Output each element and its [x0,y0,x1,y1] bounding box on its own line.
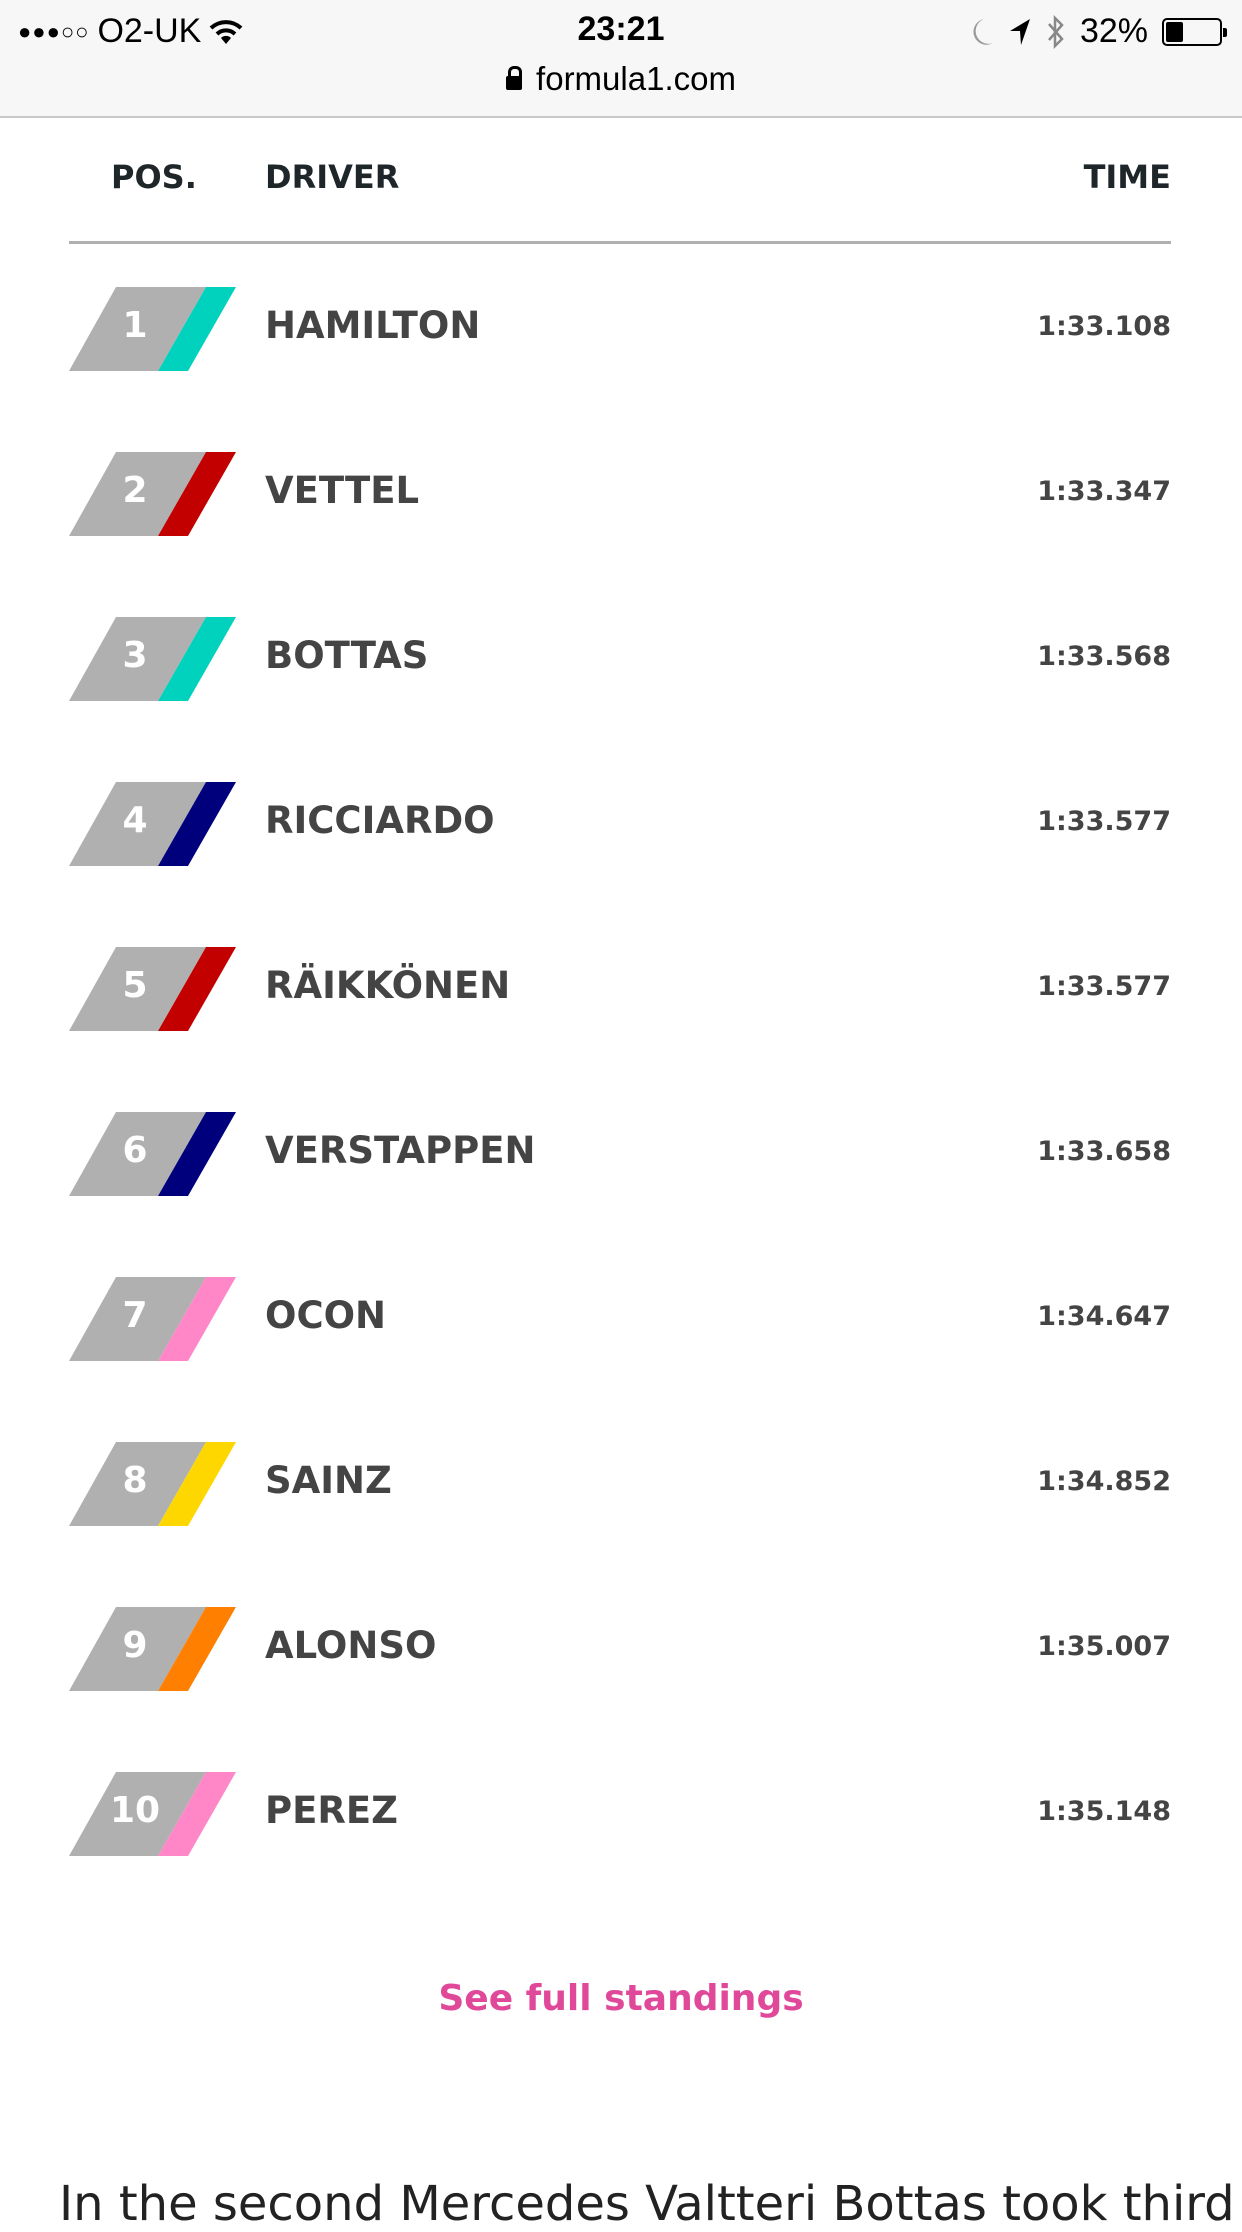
position-badge [69,1112,236,1196]
table-row[interactable]: 1 HAMILTON 1:33.108 [0,287,1242,493]
position-badge [69,1277,236,1361]
position-badge [69,287,236,371]
position-badge [69,1772,236,1856]
position-number: 4 [122,800,148,841]
position-badge [69,1607,236,1691]
address-bar[interactable]: formula1.com [0,60,1242,98]
team-color-stripe [158,782,236,866]
header-divider [69,241,1171,244]
lap-time: 1:33.658 [1037,1136,1171,1167]
team-color-stripe [158,1772,236,1856]
lap-time: 1:34.647 [1037,1301,1171,1332]
position-number: 2 [122,470,148,511]
see-full-standings-link[interactable]: See full standings [438,1978,804,2019]
signal-strength-icon: ●●●○○ [18,18,90,44]
team-color-stripe [158,1277,236,1361]
moon-icon [973,18,993,45]
team-color-stripe [158,947,236,1031]
position-number: 8 [122,1460,148,1501]
table-row[interactable]: 10 PEREZ 1:35.148 [0,1772,1242,1978]
position-number: 1 [122,305,148,346]
table-row[interactable]: 5 RÄIKKÖNEN 1:33.577 [0,947,1242,1153]
badge-background [69,1277,206,1361]
driver-name: VETTEL [265,469,420,512]
lap-time: 1:33.108 [1037,311,1171,342]
team-color-stripe [158,452,236,536]
driver-name: VERSTAPPEN [265,1129,536,1172]
position-number: 6 [122,1130,148,1171]
driver-name: OCON [265,1294,387,1337]
lap-time: 1:34.852 [1037,1466,1171,1497]
driver-name: PEREZ [265,1789,398,1832]
table-row[interactable]: 2 VETTEL 1:33.347 [0,452,1242,658]
wifi-icon [210,19,243,44]
table-row[interactable]: 8 SAINZ 1:34.852 [0,1442,1242,1648]
battery-percent: 32% [1079,12,1148,50]
position-badge [69,947,236,1031]
status-bar: ●●●○○ O2-UK 23:21 32% formula1.com [0,0,1242,118]
team-color-stripe [158,1607,236,1691]
position-badge [69,452,236,536]
driver-name: RICCIARDO [265,799,495,842]
table-row[interactable]: 3 BOTTAS 1:33.568 [0,617,1242,823]
lock-icon [506,66,523,90]
table-row[interactable]: 6 VERSTAPPEN 1:33.658 [0,1112,1242,1318]
driver-name: SAINZ [265,1459,392,1502]
team-color-stripe [158,287,236,371]
position-number: 5 [122,965,148,1006]
badge-background [69,947,206,1031]
lap-time: 1:33.347 [1037,476,1171,507]
table-row[interactable]: 4 RICCIARDO 1:33.577 [0,782,1242,988]
table-row[interactable]: 9 ALONSO 1:35.007 [0,1607,1242,1813]
driver-name: ALONSO [265,1624,437,1667]
badge-background [69,452,206,536]
badge-background [69,1442,206,1526]
badge-background [69,1772,206,1856]
lap-time: 1:33.577 [1037,971,1171,1002]
position-badge [69,617,236,701]
lap-time: 1:33.577 [1037,806,1171,837]
position-badge [69,782,236,866]
position-number: 3 [122,635,148,676]
carrier-name: O2-UK [97,12,202,50]
url-text: formula1.com [536,60,736,97]
team-color-stripe [158,1112,236,1196]
badge-background [69,1607,206,1691]
table-row[interactable]: 7 OCON 1:34.647 [0,1277,1242,1483]
badge-background [69,617,206,701]
position-number: 10 [109,1790,161,1831]
column-header-driver: DRIVER [265,158,400,196]
badge-background [69,287,206,371]
team-color-stripe [158,1442,236,1526]
bluetooth-icon [1047,14,1064,49]
driver-name: RÄIKKÖNEN [265,964,511,1007]
lap-time: 1:35.007 [1037,1631,1171,1662]
clock: 23:21 [577,10,665,48]
lap-time: 1:33.568 [1037,641,1171,672]
team-color-stripe [158,617,236,701]
badge-background [69,1112,206,1196]
article-paragraph: In the second Mercedes Valtteri Bottas t… [59,2176,1235,2232]
column-header-pos: POS. [111,158,197,196]
battery-icon [1162,17,1227,46]
badge-background [69,782,206,866]
position-number: 9 [122,1625,148,1666]
column-header-time: TIME [1083,158,1171,196]
position-badge [69,1442,236,1526]
position-number: 7 [122,1295,148,1336]
location-arrow-icon [1009,18,1030,45]
driver-name: HAMILTON [265,304,481,347]
driver-name: BOTTAS [265,634,429,677]
lap-time: 1:35.148 [1037,1796,1171,1827]
